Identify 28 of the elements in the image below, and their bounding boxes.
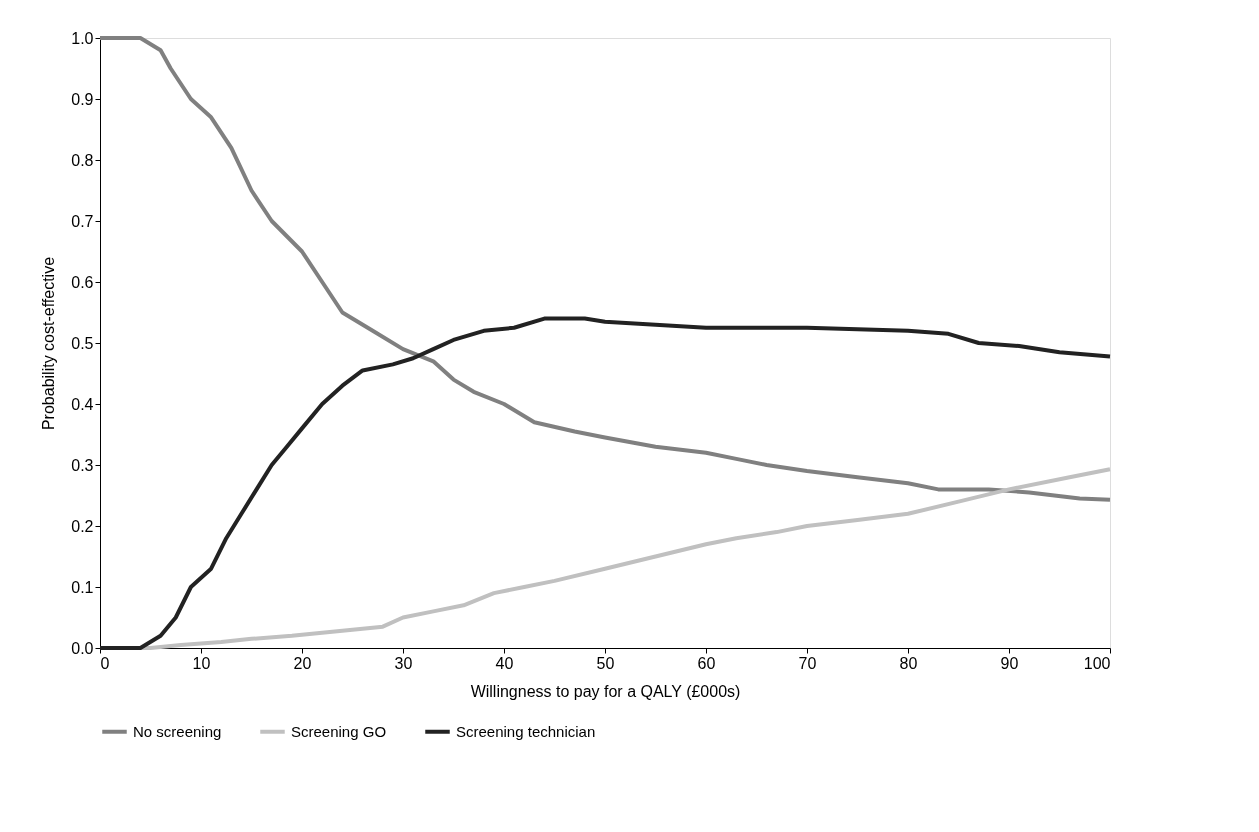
x-tick-label: 10 [192, 654, 211, 672]
line-series [98, 36, 1112, 502]
legend-label: No screening [133, 722, 222, 740]
x-tick-label: 40 [495, 654, 514, 672]
x-tick-label: 100 [1083, 654, 1111, 672]
x-tick-label: 90 [1000, 654, 1019, 672]
x-tick-label: 30 [394, 654, 413, 672]
x-tick-label: 60 [697, 654, 716, 672]
y-axis-title: Probability cost-effective [40, 256, 58, 431]
y-tick-label: 0.1 [71, 578, 94, 596]
x-tick-label: 50 [596, 654, 615, 672]
legend-label: Screening technician [456, 722, 596, 740]
y-tick-label: 1.0 [71, 29, 94, 47]
y-tick-label: 0.5 [71, 334, 94, 352]
x-tick-label: 0 [100, 654, 110, 672]
y-tick-label: 0.3 [71, 456, 94, 474]
y-tick-label: 0.6 [71, 273, 94, 291]
y-tick-label: 0.7 [71, 212, 94, 230]
y-tick-label: 0.8 [71, 151, 94, 169]
y-tick-label: 0.4 [71, 395, 94, 413]
x-tick-label: 70 [798, 654, 817, 672]
x-tick-label: 80 [899, 654, 918, 672]
x-axis-title: Willingness to pay for a QALY (£000s) [470, 682, 741, 700]
legend-label: Screening GO [291, 722, 387, 740]
x-tick-label: 20 [293, 654, 312, 672]
y-tick-label: 0.2 [71, 517, 94, 535]
y-tick-label: 0.9 [71, 90, 94, 108]
y-tick-label: 0.0 [71, 639, 94, 657]
